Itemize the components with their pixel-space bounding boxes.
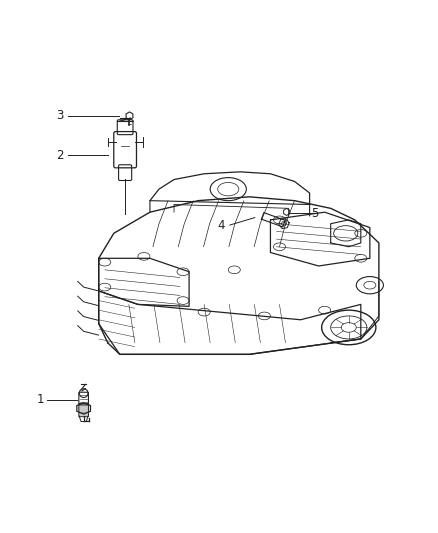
Text: 4: 4 bbox=[217, 219, 225, 231]
Text: 2: 2 bbox=[56, 149, 64, 161]
Text: 5: 5 bbox=[311, 207, 319, 220]
Text: 1: 1 bbox=[36, 393, 44, 406]
Text: 3: 3 bbox=[56, 109, 64, 123]
